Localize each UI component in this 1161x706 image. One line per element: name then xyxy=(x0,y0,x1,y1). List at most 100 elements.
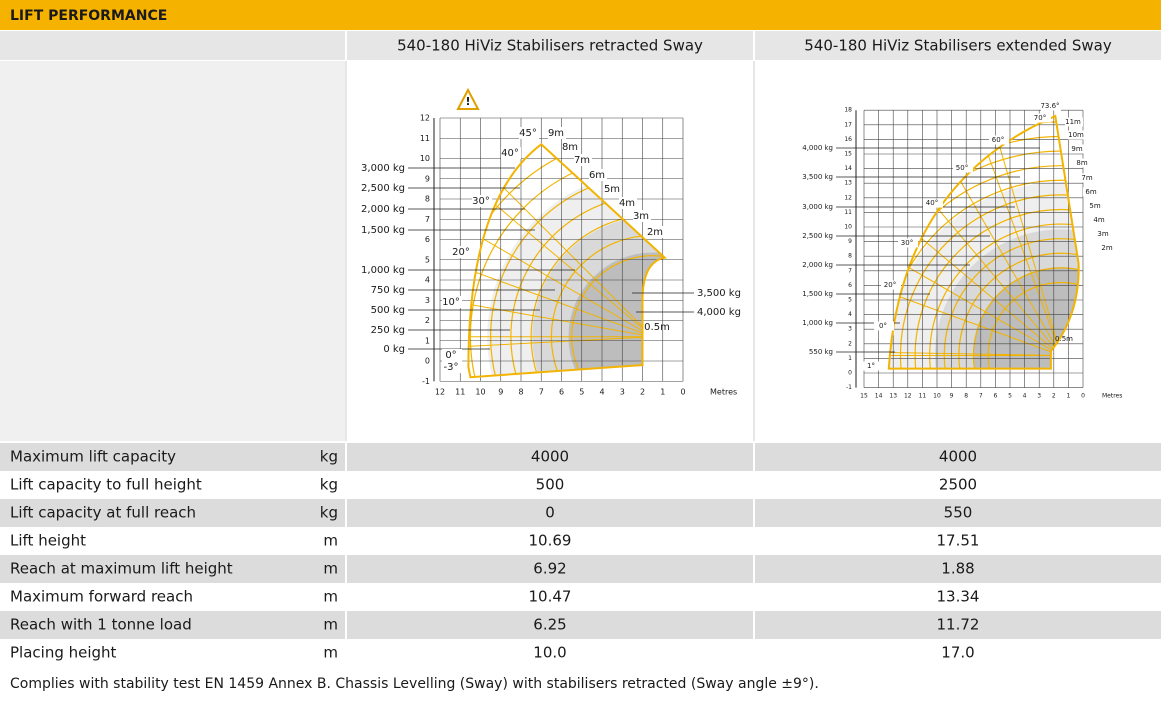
y-tick-label: 14 xyxy=(844,165,852,172)
x-tick-label: 6 xyxy=(559,388,564,397)
y-tick-label: -1 xyxy=(422,377,430,386)
boom-label: 11m xyxy=(1065,118,1081,126)
y-tick-label: 4 xyxy=(848,311,852,318)
angle-label: 0° xyxy=(879,322,887,330)
row-label: Lift capacity to full height xyxy=(10,476,202,494)
reach-label: 0.5m xyxy=(1055,335,1073,343)
x-tick-label: 5 xyxy=(579,388,584,397)
row-label: Reach with 1 tonne load xyxy=(10,616,192,634)
angle-label: 73.6° xyxy=(1040,102,1059,110)
load-label: 1,500 kg xyxy=(361,225,405,236)
load-label: 0 kg xyxy=(383,344,405,355)
column-title: 540-180 HiViz Stabilisers extended Sway xyxy=(804,37,1112,55)
boom-label: 9m xyxy=(548,128,564,139)
load-label: 1,000 kg xyxy=(802,319,833,327)
y-tick-label: 16 xyxy=(844,136,852,143)
angle-label: 45° xyxy=(519,128,537,139)
boom-label: 7m xyxy=(1081,174,1092,182)
y-tick-label: 5 xyxy=(425,255,430,264)
load-label: 750 kg xyxy=(371,285,405,296)
row-value: 550 xyxy=(944,504,973,522)
boom-label: 3m xyxy=(633,211,649,222)
row-bg xyxy=(0,639,1161,667)
boom-label: 9m xyxy=(1071,145,1082,153)
divider xyxy=(345,611,347,639)
x-tick-label: 10 xyxy=(933,393,941,400)
warning-mark: ! xyxy=(465,95,470,108)
x-unit: Metres xyxy=(710,388,737,397)
y-tick-label: 17 xyxy=(844,121,852,128)
divider xyxy=(345,639,347,667)
boom-label: 6m xyxy=(589,170,605,181)
y-tick-label: 2 xyxy=(848,340,852,347)
angle-label: 40° xyxy=(501,148,519,159)
x-tick-label: 8 xyxy=(964,393,968,400)
x-tick-label: 3 xyxy=(1037,393,1041,400)
header-cell xyxy=(0,31,345,60)
row-unit: m xyxy=(323,560,338,578)
row-unit: kg xyxy=(320,476,338,494)
row-value: 10.47 xyxy=(529,588,572,606)
row-unit: m xyxy=(323,588,338,606)
load-label: 1,500 kg xyxy=(802,290,833,298)
divider xyxy=(345,499,347,527)
angle-label: 60° xyxy=(992,136,1004,144)
x-tick-label: 4 xyxy=(1023,393,1027,400)
load-label: 2,000 kg xyxy=(361,204,405,215)
row-value: 13.34 xyxy=(937,588,980,606)
x-tick-label: 10 xyxy=(475,388,485,397)
load-label: 2,500 kg xyxy=(802,232,833,240)
row-label: Reach at maximum lift height xyxy=(10,560,233,578)
divider xyxy=(753,555,755,583)
y-tick-label: 0 xyxy=(848,370,852,377)
y-tick-label: 9 xyxy=(425,174,430,183)
x-tick-label: 8 xyxy=(518,388,523,397)
load-label: 3,000 kg xyxy=(802,203,833,211)
row-value: 6.25 xyxy=(533,616,566,634)
y-tick-label: 15 xyxy=(844,151,852,158)
row-value: 0 xyxy=(545,504,555,522)
y-tick-label: 10 xyxy=(420,154,430,163)
x-tick-label: 0 xyxy=(1081,393,1085,400)
load-label: 250 kg xyxy=(371,325,405,336)
header-title: LIFT PERFORMANCE xyxy=(10,8,167,24)
row-unit: kg xyxy=(320,448,338,466)
load-label: 3,500 kg xyxy=(802,173,833,181)
row-value: 6.92 xyxy=(533,560,566,578)
angle-label: 50° xyxy=(956,164,968,172)
row-label: Maximum lift capacity xyxy=(10,448,176,466)
x-tick-label: 1 xyxy=(660,388,665,397)
y-tick-label: 12 xyxy=(844,194,852,201)
x-tick-label: 12 xyxy=(904,393,912,400)
boom-label: 8m xyxy=(562,142,578,153)
divider xyxy=(753,471,755,499)
row-value: 17.0 xyxy=(941,644,974,662)
x-tick-label: 14 xyxy=(875,393,883,400)
row-value: 17.51 xyxy=(937,532,980,550)
x-tick-label: 4 xyxy=(599,388,604,397)
x-tick-label: 11 xyxy=(455,388,465,397)
row-value: 1.88 xyxy=(941,560,974,578)
boom-label: 3m xyxy=(1097,230,1108,238)
boom-label: 2m xyxy=(647,227,663,238)
row-value: 4000 xyxy=(939,448,977,466)
divider xyxy=(345,555,347,583)
y-tick-label: -1 xyxy=(846,384,852,391)
row-label: Lift height xyxy=(10,532,86,550)
y-tick-label: 7 xyxy=(848,267,852,274)
boom-label: 5m xyxy=(1089,202,1100,210)
row-unit: m xyxy=(323,616,338,634)
angle-label: 20° xyxy=(452,247,470,258)
y-tick-label: 6 xyxy=(425,235,430,244)
x-tick-label: 9 xyxy=(950,393,954,400)
y-tick-label: 18 xyxy=(844,107,852,114)
angle-label: 20° xyxy=(884,281,896,289)
x-tick-label: 0 xyxy=(680,388,685,397)
header-bar xyxy=(0,0,1161,30)
divider xyxy=(753,527,755,555)
boom-label: 5m xyxy=(604,184,620,195)
row-label: Placing height xyxy=(10,644,117,662)
angle-label: 0° xyxy=(445,350,456,361)
load-label: 4,000 kg xyxy=(697,307,741,318)
